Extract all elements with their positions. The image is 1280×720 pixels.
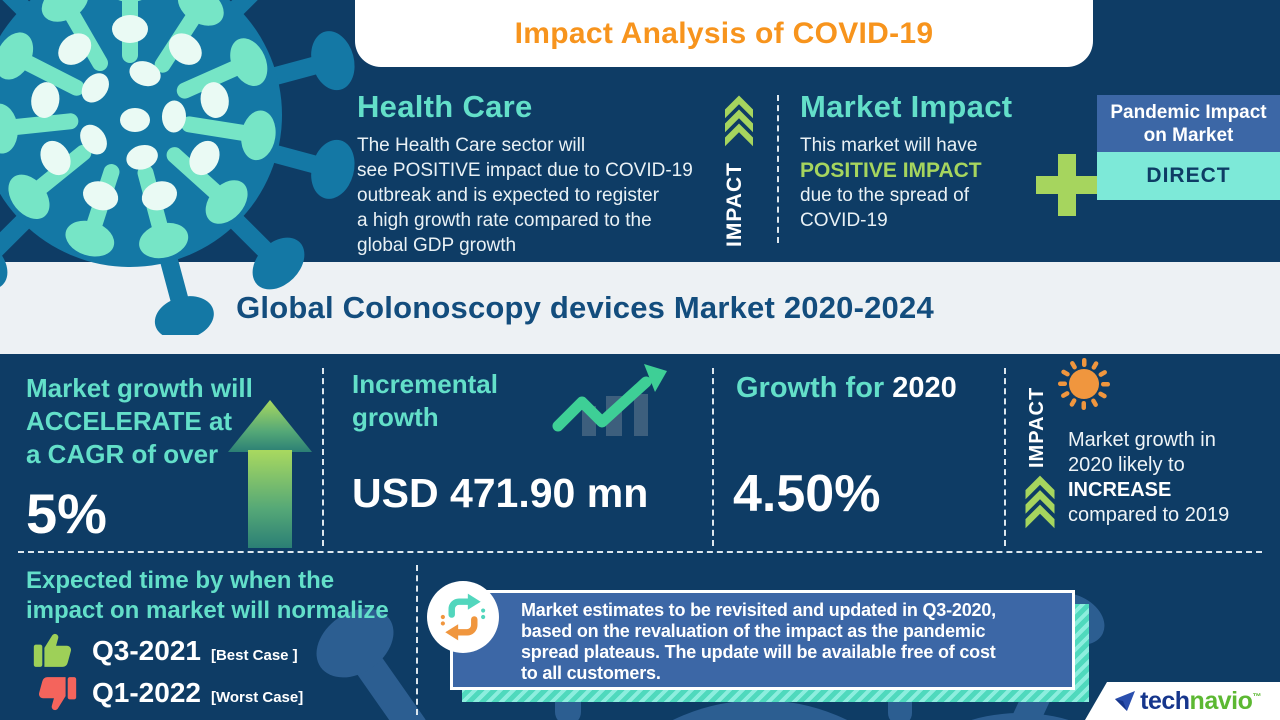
- stat-incremental: Incremental growth: [352, 368, 498, 434]
- note-text-line: Market estimates to be revisited and upd…: [521, 600, 996, 620]
- pandemic-impact-label: Pandemic Impact on Market: [1097, 95, 1280, 152]
- market-impact-title: Market Impact: [800, 89, 1013, 124]
- normalize-heading-line: impact on market will normalize: [26, 597, 389, 624]
- incremental-heading: Incremental growth: [352, 368, 498, 434]
- worst-case-row: Q1-2022 [Worst Case]: [26, 676, 389, 711]
- technavio-logo: technavio™: [1085, 682, 1280, 720]
- worst-case-label: [Worst Case]: [210, 688, 304, 706]
- normalize-heading-line: Expected time by when the: [26, 567, 335, 594]
- pandemic-impact-label-line: Pandemic Impact: [1110, 102, 1267, 123]
- growth-2020-value: 4.50%: [733, 465, 881, 523]
- market-impact-text: This market will have POSITIVE IMPACT du…: [800, 133, 1040, 233]
- incremental-heading-line: growth: [352, 402, 439, 432]
- chart-trend-icon: [552, 364, 667, 436]
- banner-title: Impact Analysis of COVID-19: [514, 16, 934, 50]
- note-text-line: spread plateaus. The update will be avai…: [521, 642, 996, 662]
- healthcare-section: Health Care The Health Care sector will …: [357, 90, 719, 258]
- note-text-line: to all customers.: [521, 663, 661, 683]
- stats-divider-dashed: [712, 368, 714, 546]
- normalize-heading: Expected time by when the impact on mark…: [26, 566, 389, 626]
- market-impact-section: Market Impact This market will have POSI…: [800, 90, 1040, 233]
- brand-trademark: ™: [1252, 691, 1261, 702]
- market-title-band: Global Colonoscopy devices Market 2020-2…: [0, 262, 1280, 354]
- virus-icon: [1058, 358, 1110, 410]
- refresh-icon-badge: [427, 581, 499, 653]
- note-callout: Market estimates to be revisited and upd…: [450, 590, 1075, 690]
- positive-impact-highlight: POSITIVE IMPACT: [800, 159, 982, 182]
- growth-arrow-icon: [228, 400, 312, 548]
- impact-2020-line: 2020 likely to: [1068, 454, 1185, 476]
- impact-vertical-label: IMPACT: [723, 162, 746, 247]
- worst-case-value: Q1-2022: [92, 677, 201, 708]
- growth-2020-heading-accent: Growth for: [736, 372, 885, 404]
- stats-divider-dashed: [322, 368, 324, 546]
- up-chevrons-icon: [725, 95, 753, 147]
- healthcare-text: The Health Care sector will see POSITIVE…: [357, 133, 719, 258]
- impact-vertical-label: IMPACT: [1026, 386, 1048, 468]
- logo-arrow-icon: [1115, 691, 1136, 711]
- normalize-section: Expected time by when the impact on mark…: [26, 566, 389, 711]
- market-impact-line: due to the spread of: [800, 185, 970, 206]
- impact-2020-highlight: INCREASE: [1068, 479, 1172, 501]
- thumbs-up-icon: [33, 633, 72, 667]
- impact-2020-line: Market growth in: [1068, 429, 1216, 451]
- impact-2020-text: Market growth in 2020 likely to INCREASE…: [1068, 428, 1278, 528]
- brand-text: technavio™: [1140, 687, 1261, 716]
- cagr-value: 5%: [26, 482, 107, 545]
- stats-divider-dashed: [1004, 368, 1006, 546]
- header-divider-dashed: [777, 95, 779, 243]
- pandemic-impact-value: DIRECT: [1097, 152, 1280, 200]
- healthcare-text-line: outbreak and is expected to register: [357, 185, 660, 206]
- healthcare-title: Health Care: [357, 89, 533, 124]
- growth-2020-heading: Growth for 2020: [736, 372, 957, 405]
- market-impact-line: COVID-19: [800, 210, 888, 231]
- best-case-label: [Best Case ]: [210, 646, 298, 664]
- plus-icon: [1058, 154, 1076, 216]
- covid-banner: Impact Analysis of COVID-19: [355, 0, 1093, 67]
- healthcare-text-line: global GDP growth: [357, 235, 517, 256]
- brand-text-primary: tech: [1140, 686, 1190, 715]
- coronavirus-illustration: [0, 0, 355, 335]
- healthcare-text-line: see POSITIVE impact due to COVID-19: [357, 160, 693, 181]
- incremental-heading-line: Incremental: [352, 369, 498, 399]
- cagr-heading: Market growth will ACCELERATE at a CAGR …: [26, 372, 253, 471]
- market-impact-line: This market will have: [800, 135, 978, 156]
- stat-cagr: Market growth will ACCELERATE at a CAGR …: [26, 372, 253, 546]
- row-divider-dashed: [18, 551, 1262, 553]
- cagr-heading-line: Market growth will: [26, 373, 253, 403]
- bottom-divider-dashed: [416, 565, 418, 715]
- pandemic-impact-label-line: on Market: [1143, 125, 1234, 146]
- note-text-line: based on the revaluation of the impact a…: [521, 621, 986, 641]
- market-title: Global Colonoscopy devices Market 2020-2…: [236, 290, 934, 325]
- healthcare-text-line: The Health Care sector will: [357, 135, 586, 156]
- pandemic-impact-card: Pandemic Impact on Market DIRECT: [1097, 95, 1280, 200]
- cagr-heading-line: a CAGR of over: [26, 439, 219, 469]
- best-case-row: Q3-2021 [Best Case ]: [26, 633, 389, 668]
- best-case-value: Q3-2021: [92, 635, 201, 666]
- up-chevrons-icon: [1025, 475, 1055, 529]
- impact-2020-line: compared to 2019: [1068, 504, 1230, 526]
- stat-growth-2020: Growth for 2020: [736, 372, 957, 405]
- incremental-value: USD 471.90 mn: [352, 470, 649, 516]
- growth-2020-heading-year: 2020: [892, 372, 957, 404]
- refresh-icon: [440, 593, 486, 641]
- healthcare-text-line: a high growth rate compared to the: [357, 210, 652, 231]
- brand-text-secondary: navio: [1189, 686, 1253, 715]
- cagr-heading-line: ACCELERATE at: [26, 406, 233, 436]
- thumbs-down-icon: [38, 677, 77, 711]
